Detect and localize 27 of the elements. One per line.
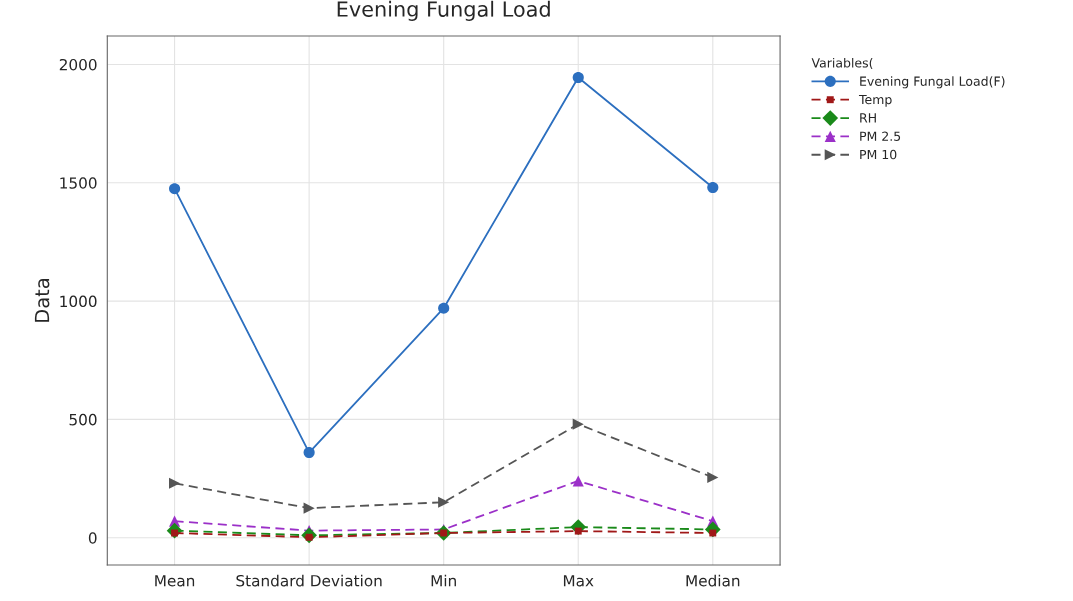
- y-axis-title: Data: [34, 279, 50, 322]
- legend-label: RH: [860, 113, 876, 123]
- point: [572, 418, 584, 430]
- point: [169, 477, 181, 489]
- y-tick-label: 1500: [60, 177, 97, 189]
- point: [303, 446, 315, 459]
- legend-label: Temp: [858, 94, 892, 107]
- x-tick-label: Max: [563, 575, 594, 587]
- point: [572, 71, 584, 84]
- y-tick-label: 0: [88, 532, 97, 544]
- legend-label: PM 10: [860, 149, 897, 160]
- legend-title: Variables(: [811, 57, 873, 70]
- chart-title: Evening Fungal Load: [337, 0, 550, 21]
- y-tick-label: 2000: [59, 58, 97, 71]
- y-tick-label: 500: [69, 413, 97, 426]
- x-tick-label: Min: [431, 574, 456, 587]
- legend-label: Evening Fungal Load(F): [860, 76, 1005, 89]
- point: [707, 181, 719, 194]
- point: [438, 302, 450, 314]
- point: [169, 183, 181, 195]
- point: [438, 496, 450, 508]
- x-tick-label: Median: [686, 574, 740, 587]
- point: [707, 471, 719, 483]
- x-tick-label: Mean: [155, 575, 195, 587]
- legend-label: PM 2.5: [860, 131, 901, 141]
- y-tick-label: 1000: [60, 295, 97, 308]
- x-tick-label: Standard Deviation: [236, 574, 382, 587]
